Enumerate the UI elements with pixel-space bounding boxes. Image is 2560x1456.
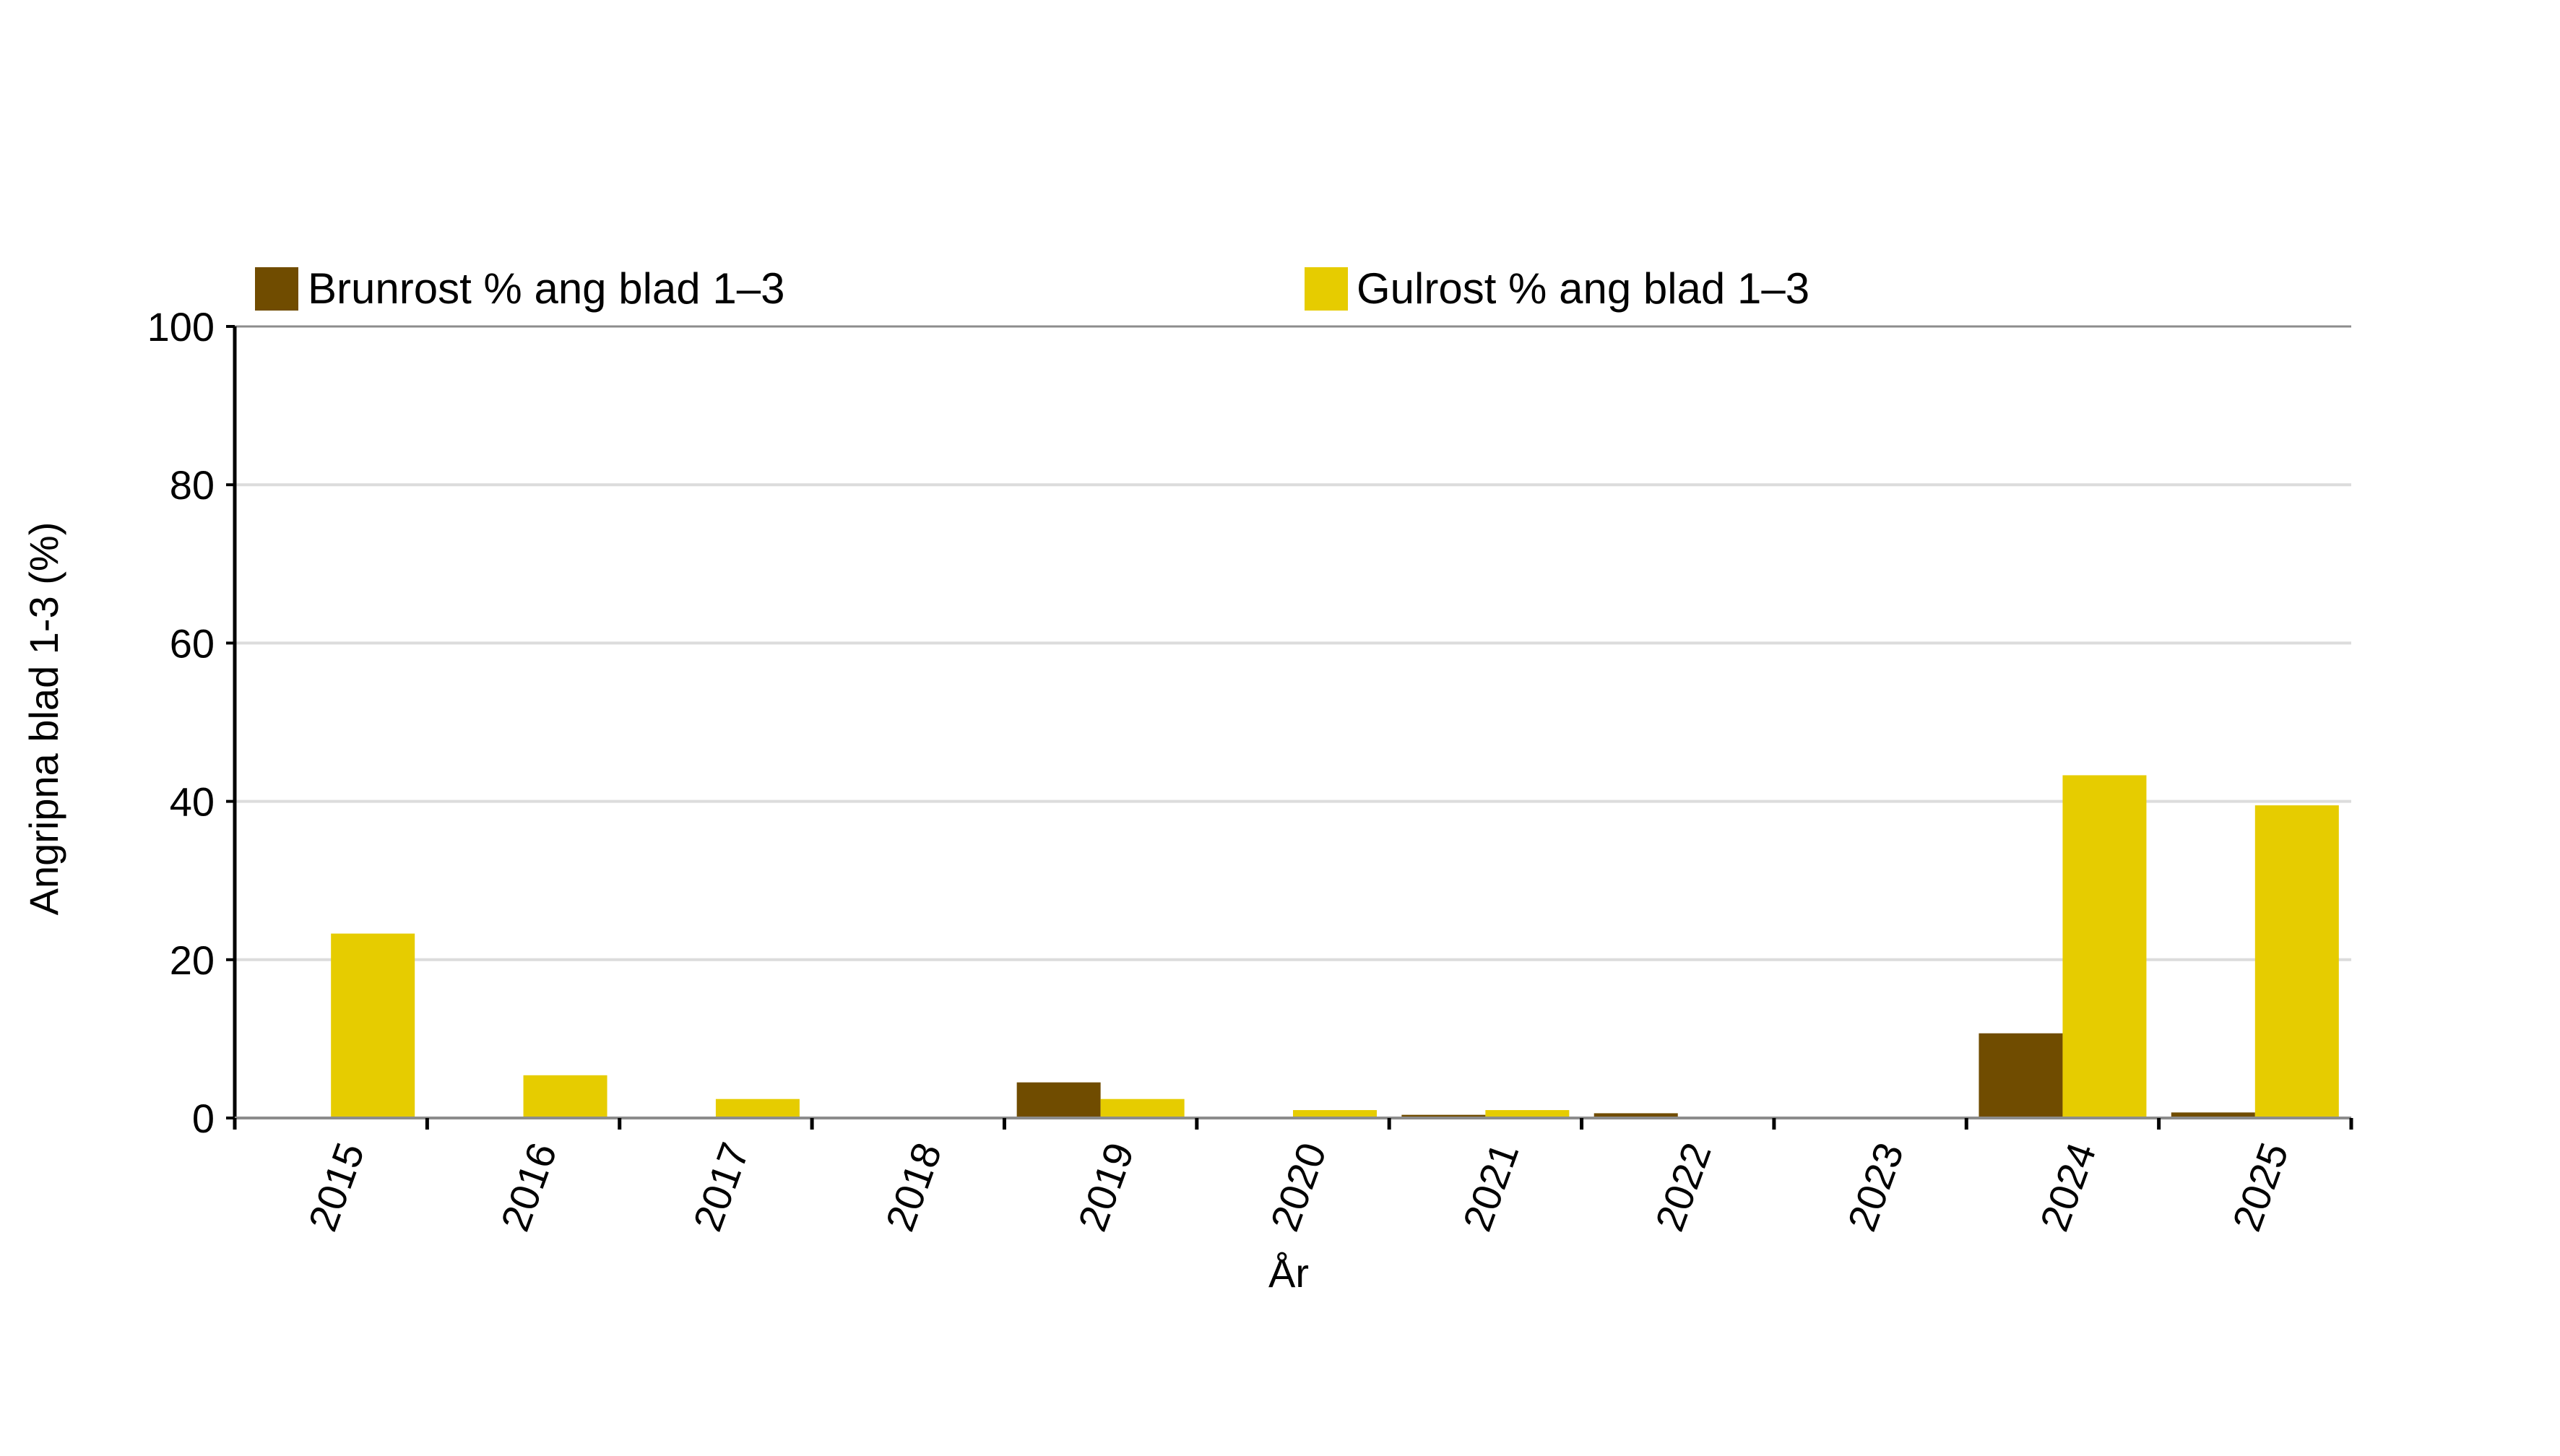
legend-label-brunrost: Brunrost % ang blad 1–3 xyxy=(308,264,784,313)
bar-gulrost-2025 xyxy=(2254,805,2339,1118)
bar-gulrost-2015 xyxy=(331,933,415,1118)
x-tick-label-2021: 2021 xyxy=(1454,1137,1528,1237)
x-tick-label-2015: 2015 xyxy=(299,1137,373,1237)
legend: Brunrost % ang blad 1–3 Gulrost % ang bla… xyxy=(255,264,1809,313)
bar-brunrost-2025 xyxy=(2171,1112,2255,1118)
x-tick-label-2017: 2017 xyxy=(684,1137,758,1237)
legend-swatch-gulrost xyxy=(1305,267,1348,311)
axes xyxy=(226,325,2353,1130)
y-tick-label-100: 100 xyxy=(147,304,215,350)
x-tick-label-2022: 2022 xyxy=(1646,1137,1720,1237)
bar-brunrost-2021 xyxy=(1401,1114,1486,1118)
x-tick-label-2016: 2016 xyxy=(492,1137,566,1237)
x-tick-labels: 2015 2016 2017 2018 2019 2020 2021 2022 2023 2024… xyxy=(299,1137,2296,1237)
y-tick-label-80: 80 xyxy=(170,462,215,508)
y-tick-label-0: 0 xyxy=(192,1096,215,1141)
x-tick-label-2018: 2018 xyxy=(877,1137,951,1237)
x-tick-label-2024: 2024 xyxy=(2031,1137,2105,1237)
legend-label-gulrost: Gulrost % ang blad 1–3 xyxy=(1357,264,1809,313)
y-tick-label-60: 60 xyxy=(170,620,215,666)
x-axis-label: År xyxy=(1268,1250,1309,1296)
bar-brunrost-2022 xyxy=(1593,1113,1678,1118)
gridlines xyxy=(235,325,2351,961)
y-tick-label-40: 40 xyxy=(170,779,215,825)
bar-brunrost-2019 xyxy=(1016,1082,1101,1118)
bar-gulrost-2019 xyxy=(1100,1098,1185,1118)
bar-gulrost-2020 xyxy=(1293,1110,1377,1118)
bar-gulrost-2016 xyxy=(523,1075,607,1118)
y-tick-label-20: 20 xyxy=(170,937,215,983)
y-tick-labels: 0 20 40 60 80 100 xyxy=(147,304,215,1141)
x-tick-label-2023: 2023 xyxy=(1838,1137,1912,1237)
bar-brunrost-2024 xyxy=(1979,1033,2063,1118)
bar-gulrost-2021 xyxy=(1485,1110,1570,1118)
bar-gulrost-2024 xyxy=(2062,775,2147,1118)
y-axis-label: Angripna blad 1-3 (%) xyxy=(21,522,66,916)
x-tick-label-2020: 2020 xyxy=(1261,1137,1335,1237)
x-tick-label-2025: 2025 xyxy=(2223,1137,2297,1237)
bar-gulrost-2017 xyxy=(715,1098,800,1118)
legend-swatch-brunrost xyxy=(255,267,298,311)
x-tick-label-2019: 2019 xyxy=(1069,1137,1143,1237)
bars xyxy=(331,775,2339,1118)
